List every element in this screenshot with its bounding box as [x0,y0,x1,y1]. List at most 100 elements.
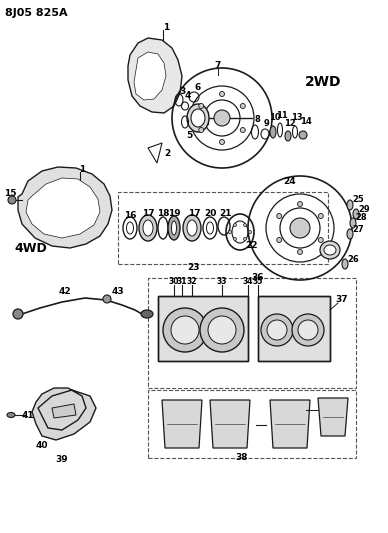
Circle shape [240,127,245,133]
Circle shape [208,316,236,344]
Bar [148,390,356,458]
Ellipse shape [139,215,157,241]
Polygon shape [270,400,310,448]
Ellipse shape [171,221,177,235]
Text: 2: 2 [164,149,170,157]
Text: 12: 12 [284,119,296,128]
Circle shape [290,218,310,238]
Text: 5: 5 [186,131,192,140]
Text: 25: 25 [352,196,364,205]
Ellipse shape [350,218,356,228]
Circle shape [318,238,323,243]
Bar [258,296,330,361]
Ellipse shape [347,200,353,210]
Text: 1: 1 [163,22,169,31]
Text: 39: 39 [56,456,68,464]
Text: 43: 43 [112,287,124,296]
Text: 2WD: 2WD [305,75,341,89]
Text: 24: 24 [284,177,296,187]
Text: 38: 38 [236,454,248,463]
Text: 16: 16 [124,211,136,220]
Text: 17: 17 [188,208,200,217]
Text: 32: 32 [187,278,197,287]
Polygon shape [210,400,250,448]
Polygon shape [26,178,100,238]
Text: 8J05 825A: 8J05 825A [5,8,68,18]
Text: 28: 28 [355,214,367,222]
Text: 7: 7 [215,61,221,69]
Text: 27: 27 [352,224,364,233]
Ellipse shape [168,216,180,240]
Circle shape [13,309,23,319]
Text: 4WD: 4WD [14,241,47,254]
Bar [258,296,330,361]
Circle shape [261,314,293,346]
Circle shape [8,196,16,204]
Text: 36: 36 [252,273,264,282]
Polygon shape [52,404,76,418]
Ellipse shape [191,109,205,127]
Ellipse shape [141,310,153,318]
Text: 21: 21 [220,208,232,217]
Text: 13: 13 [291,114,303,123]
Polygon shape [32,388,96,440]
Ellipse shape [187,104,209,132]
Text: 3: 3 [179,87,185,96]
Text: 34: 34 [243,278,253,287]
Polygon shape [318,398,348,436]
Text: 14: 14 [300,117,312,126]
Bar [118,192,328,264]
Circle shape [220,92,225,96]
Circle shape [277,214,282,219]
Text: 10: 10 [269,114,281,123]
Circle shape [171,316,199,344]
Circle shape [103,295,111,303]
Text: 22: 22 [246,240,258,249]
Bar [158,296,248,361]
Text: 41: 41 [22,410,34,419]
Text: 40: 40 [36,440,48,449]
Ellipse shape [347,229,353,239]
Circle shape [240,103,245,109]
Ellipse shape [7,413,15,417]
Text: 29: 29 [358,205,370,214]
Circle shape [318,214,323,219]
Circle shape [199,103,204,109]
Ellipse shape [229,230,232,233]
Circle shape [163,308,207,352]
Ellipse shape [324,245,336,255]
Ellipse shape [244,223,246,227]
Polygon shape [162,400,202,448]
Text: 19: 19 [168,208,180,217]
Polygon shape [134,52,166,100]
Ellipse shape [299,131,307,139]
Ellipse shape [342,259,348,269]
Ellipse shape [285,131,291,141]
Ellipse shape [234,237,237,240]
Circle shape [298,201,303,206]
Circle shape [277,238,282,243]
Circle shape [267,320,287,340]
Text: 35: 35 [253,278,263,287]
Bar [158,296,248,361]
Ellipse shape [353,209,359,219]
Text: 18: 18 [157,209,169,219]
Text: 6: 6 [195,84,201,93]
Circle shape [214,110,230,126]
Polygon shape [128,38,182,113]
Text: 20: 20 [204,209,216,219]
Circle shape [292,314,324,346]
Text: 42: 42 [59,287,71,296]
Text: 23: 23 [187,263,199,272]
Circle shape [199,127,204,133]
Ellipse shape [248,230,251,233]
Text: 33: 33 [217,278,227,287]
Ellipse shape [183,215,201,241]
Ellipse shape [270,126,276,138]
Text: 17: 17 [142,209,154,219]
Circle shape [200,308,244,352]
Polygon shape [18,167,112,248]
Circle shape [298,249,303,254]
Text: 26: 26 [347,254,359,263]
Text: 9: 9 [264,119,270,128]
